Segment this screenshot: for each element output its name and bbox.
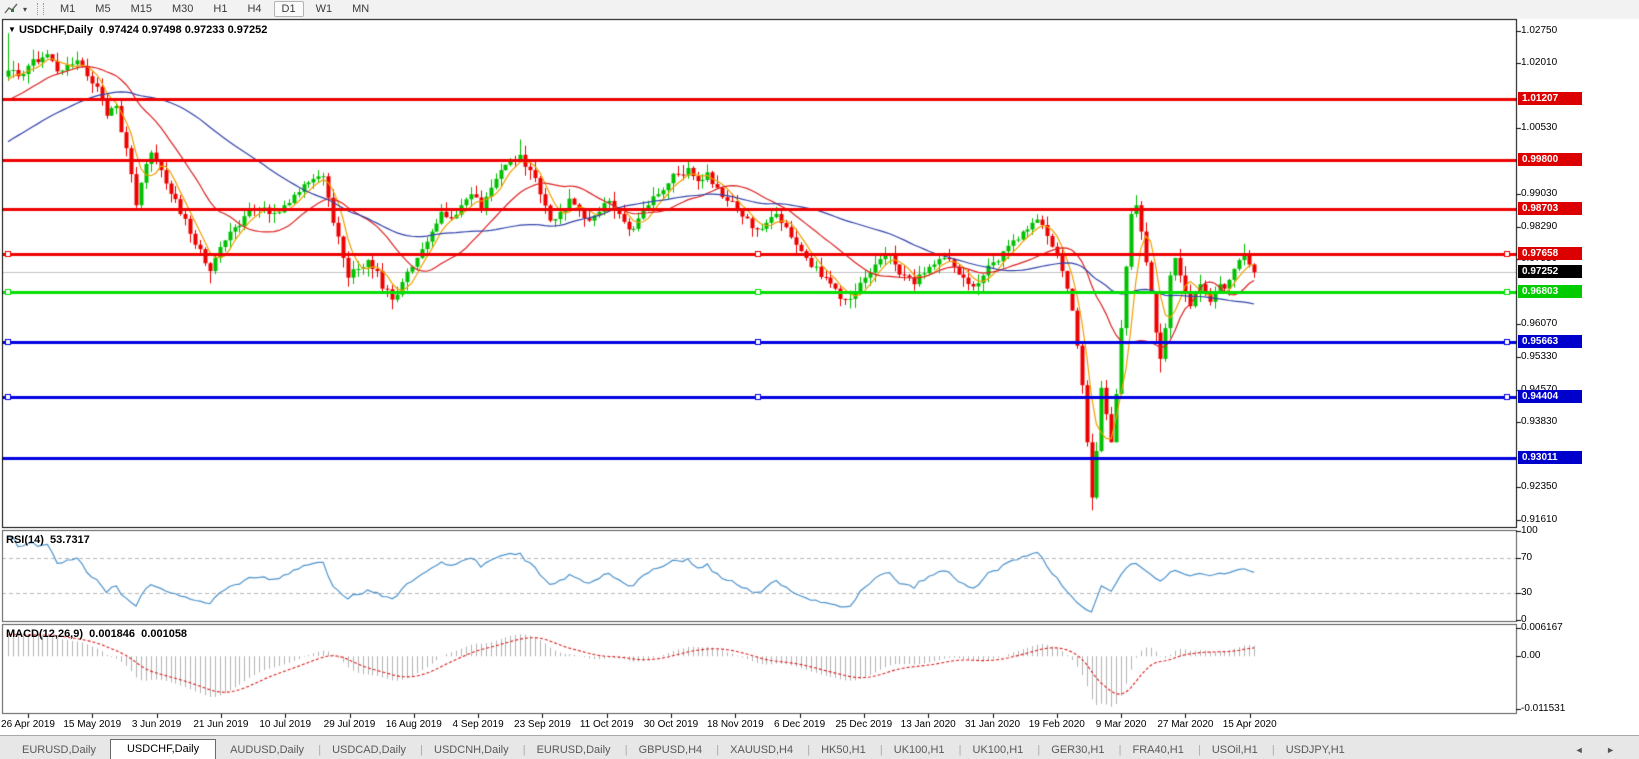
chart-tab-xauusd-h4[interactable]: XAUUSD,H4: [716, 741, 810, 759]
price-chart-canvas[interactable]: [0, 0, 1639, 735]
chart-tab-usdcnh-daily[interactable]: USDCNH,Daily: [420, 741, 525, 759]
chart-tab-uk100-h1[interactable]: UK100,H1: [880, 741, 962, 759]
chart-tab-usdcad-daily[interactable]: USDCAD,Daily: [318, 741, 423, 759]
tab-scroll-right-icon[interactable]: ►: [1606, 745, 1625, 755]
tab-scroll-left-icon[interactable]: ◄: [1574, 745, 1594, 755]
chart-tab-usoil-h1[interactable]: USOil,H1: [1198, 741, 1275, 759]
chart-tab-gbpusd-h4[interactable]: GBPUSD,H4: [625, 741, 719, 759]
chart-tab-fra40-h1[interactable]: FRA40,H1: [1118, 741, 1201, 759]
chart-tab-hk50-h1[interactable]: HK50,H1: [807, 741, 882, 759]
chart-tab-usdchf-daily[interactable]: USDCHF,Daily: [109, 739, 217, 759]
chart-tab-bar: EURUSD,DailyUSDCHF,DailyAUDUSD,DailyUSDC…: [0, 735, 1639, 759]
tab-scroll-arrows: ◄ ►: [1575, 745, 1625, 755]
chart-tab-eurusd-daily[interactable]: EURUSD,Daily: [8, 741, 113, 759]
chart-tab-uk100-h1[interactable]: UK100,H1: [959, 741, 1041, 759]
chart-tab-eurusd-daily[interactable]: EURUSD,Daily: [523, 741, 628, 759]
chart-tab-usdjpy-h1[interactable]: USDJPY,H1: [1285, 744, 1345, 756]
chart-tab-audusd-daily[interactable]: AUDUSD,Daily: [216, 741, 321, 759]
chart-tabs: EURUSD,DailyUSDCHF,DailyAUDUSD,DailyUSDC…: [8, 739, 1359, 759]
chart-tab-ger30-h1[interactable]: GER30,H1: [1037, 741, 1121, 759]
